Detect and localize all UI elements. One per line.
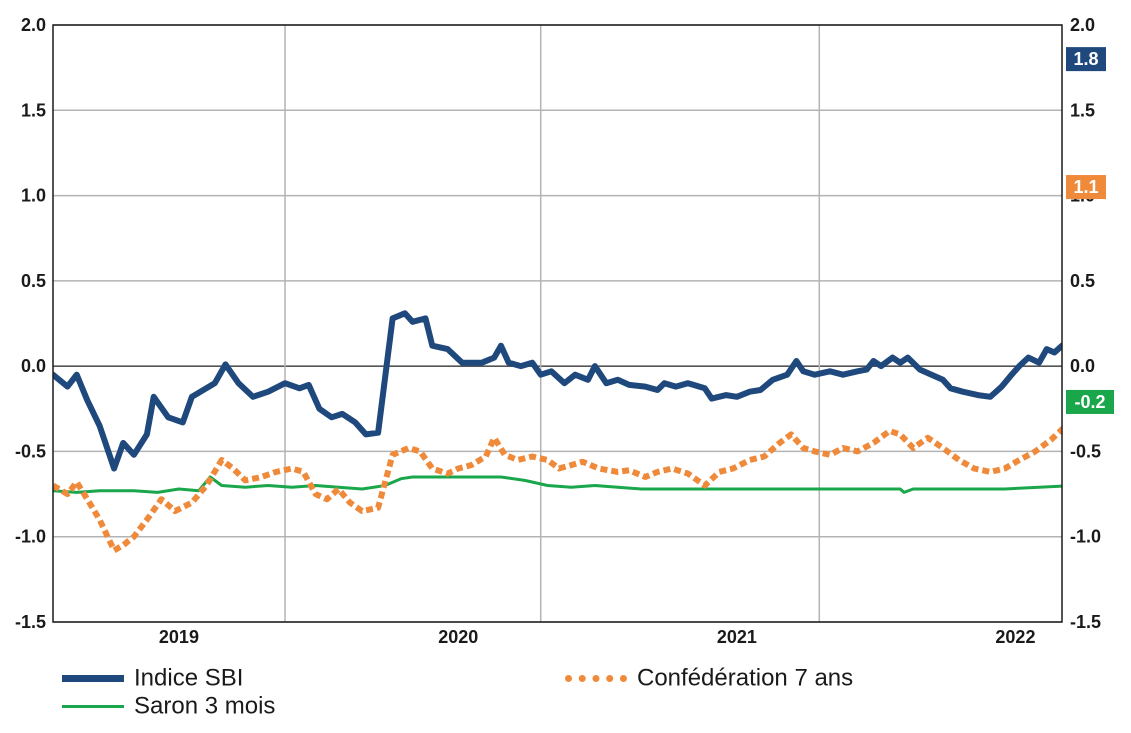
series-line-2 bbox=[53, 475, 1062, 494]
y-tick-label-right: 0.0 bbox=[1070, 356, 1095, 376]
y-tick-label-right: -1.5 bbox=[1070, 612, 1101, 632]
y-tick-label-left: 0.5 bbox=[21, 271, 46, 291]
x-tick-label: 2022 bbox=[995, 627, 1035, 647]
end-label-text-0: 1.8 bbox=[1073, 49, 1098, 69]
legend-swatch-sbi bbox=[62, 675, 124, 683]
end-label-box-1 bbox=[1066, 175, 1106, 200]
legend-item-saron: Saron 3 mois bbox=[62, 692, 275, 721]
y-tick-label-right: 0.5 bbox=[1070, 271, 1095, 291]
legend-item-indice-sbi: Indice SBI bbox=[62, 664, 243, 693]
axis-ticks: 2.02.01.51.51.01.00.50.50.00.0-0.5-0.5-1… bbox=[15, 15, 1101, 647]
x-tick-label: 2019 bbox=[159, 627, 199, 647]
legend-swatch-confederation bbox=[565, 675, 627, 683]
end-label-text-2: -0.2 bbox=[1074, 392, 1105, 412]
y-tick-label-left: 0.0 bbox=[21, 356, 46, 376]
y-tick-label-right: 2.0 bbox=[1070, 15, 1095, 35]
y-tick-label-left: 1.0 bbox=[21, 186, 46, 206]
legend-label-sbi: Indice SBI bbox=[134, 664, 244, 692]
y-tick-label-left: 2.0 bbox=[21, 15, 46, 35]
x-tick-label: 2021 bbox=[717, 627, 757, 647]
legend-label-saron: Saron 3 mois bbox=[134, 692, 276, 720]
series-line-1 bbox=[53, 425, 1062, 554]
y-tick-label-right: 1.5 bbox=[1070, 100, 1095, 120]
y-tick-label-right: -0.5 bbox=[1070, 441, 1101, 461]
y-tick-label-left: -1.0 bbox=[15, 527, 46, 547]
end-label-box-2 bbox=[1066, 389, 1114, 414]
legend-label-confederation: Confédération 7 ans bbox=[637, 664, 854, 692]
x-tick-label: 2020 bbox=[438, 627, 478, 647]
legend-swatch-saron bbox=[62, 705, 124, 709]
y-tick-label-left: 1.5 bbox=[21, 100, 46, 120]
y-tick-label-left: -1.5 bbox=[15, 612, 46, 632]
end-label-box-0 bbox=[1066, 47, 1106, 72]
legend-item-confederation: Confédération 7 ans bbox=[565, 664, 853, 693]
series-lines bbox=[53, 310, 1062, 554]
end-value-labels: 1.8 1.1 -0.2 bbox=[1066, 47, 1114, 414]
series-line-0 bbox=[53, 310, 1062, 472]
plot-frame bbox=[52, 24, 1063, 623]
y-tick-label-right: -1.0 bbox=[1070, 527, 1101, 547]
end-label-text-1: 1.1 bbox=[1073, 177, 1098, 197]
y-tick-label-left: -0.5 bbox=[15, 441, 46, 461]
grid bbox=[53, 24, 1062, 623]
